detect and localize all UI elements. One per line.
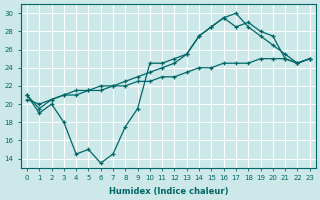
X-axis label: Humidex (Indice chaleur): Humidex (Indice chaleur): [108, 187, 228, 196]
